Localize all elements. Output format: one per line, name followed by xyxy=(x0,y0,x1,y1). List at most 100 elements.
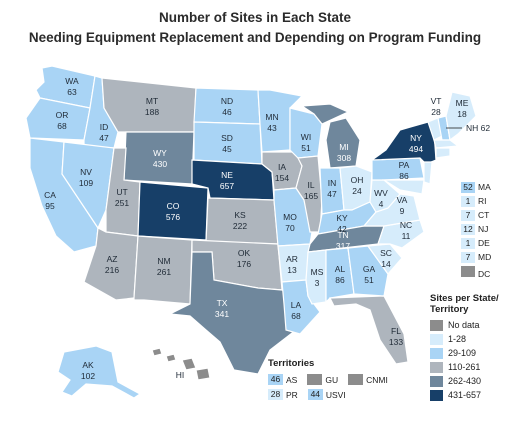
state-nj xyxy=(423,161,433,185)
state-ma xyxy=(433,139,460,149)
legend-swatch xyxy=(430,361,443,373)
state-wy xyxy=(123,131,195,185)
legend-label: 110-261 xyxy=(448,362,481,372)
state-ct xyxy=(435,147,451,159)
label-sd-value: 45 xyxy=(222,144,232,154)
territory-cnmi: CNMI xyxy=(348,374,388,385)
label-il-abbr: IL xyxy=(307,180,314,190)
legend-swatch xyxy=(430,319,443,331)
legend-item: 110-261 xyxy=(430,360,510,374)
label-ak-abbr: AK xyxy=(82,360,94,370)
label-wa-abbr: WA xyxy=(65,76,79,86)
label-nd-abbr: ND xyxy=(221,96,233,106)
legend-item: 29-109 xyxy=(430,346,510,360)
label-ar-value: 13 xyxy=(287,265,297,275)
small-state-abbr: DC xyxy=(478,269,491,279)
small-state-de: 1 DE xyxy=(461,238,490,251)
state-nd xyxy=(193,87,261,125)
state-hi-2 xyxy=(181,357,197,371)
territory-value: 44 xyxy=(307,389,323,400)
label-sc-abbr: SC xyxy=(380,248,392,258)
legend-label: 1-28 xyxy=(448,334,467,344)
small-state-value: 7 xyxy=(461,252,475,263)
small-state-ri: 1 RI xyxy=(461,196,487,209)
label-ar-abbr: AR xyxy=(286,254,298,264)
label-mi-value: 308 xyxy=(337,153,351,163)
label-ms-value: 3 xyxy=(315,278,320,288)
state-hi-4 xyxy=(151,347,163,357)
territory-gu: GU xyxy=(307,374,338,385)
label-az-abbr: AZ xyxy=(107,254,118,264)
state-fl xyxy=(329,295,409,365)
small-state-value: 52 xyxy=(461,182,475,193)
label-vt-value: 28 xyxy=(431,107,441,117)
legend-swatch xyxy=(430,375,443,387)
label-in-value: 47 xyxy=(327,189,337,199)
label-va-value: 9 xyxy=(400,206,405,216)
label-me-abbr: ME xyxy=(456,98,469,108)
label-il-value: 165 xyxy=(304,191,318,201)
label-mn-value: 43 xyxy=(267,123,277,133)
legend-title: Sites per State/ Territory xyxy=(430,293,499,315)
label-ga-abbr: GA xyxy=(363,264,376,274)
state-ga xyxy=(347,245,389,297)
map-title-line-1: Number of Sites in Each State xyxy=(158,10,352,25)
label-mo-value: 70 xyxy=(285,223,295,233)
territory-value: 28 xyxy=(268,389,283,400)
label-mt-abbr: MT xyxy=(146,96,158,106)
state-sd xyxy=(193,121,263,165)
territory-abbr: PR xyxy=(286,389,298,400)
label-ca-abbr: CA xyxy=(44,190,56,200)
territory-as: 46 AS xyxy=(268,374,297,385)
label-nd-value: 46 xyxy=(222,107,232,117)
legend-swatch xyxy=(430,389,443,401)
label-ak-value: 102 xyxy=(81,371,95,381)
label-ks-value: 222 xyxy=(233,221,247,231)
state-co xyxy=(137,181,209,241)
label-wi-abbr: WI xyxy=(301,132,311,142)
small-state-ma: 52 MA xyxy=(461,182,491,195)
label-tx-value: 341 xyxy=(215,309,229,319)
label-ks-abbr: KS xyxy=(234,210,246,220)
label-mo-abbr: MO xyxy=(283,212,297,222)
label-tn-abbr: TN xyxy=(337,230,348,240)
label-or-abbr: OR xyxy=(56,110,69,120)
label-pa-value: 86 xyxy=(399,171,409,181)
state-tx xyxy=(167,251,297,375)
territory-value xyxy=(348,374,364,385)
territory-usvi: 44 USVI xyxy=(307,389,346,400)
label-co-abbr: CO xyxy=(167,201,180,211)
label-tx-abbr: TX xyxy=(217,298,228,308)
small-state-value xyxy=(461,266,475,277)
label-tn-value: 317 xyxy=(336,241,350,251)
label-la-abbr: LA xyxy=(291,300,302,310)
label-or-value: 68 xyxy=(57,121,67,131)
label-oh-abbr: OH xyxy=(351,175,364,185)
label-fl-abbr: FL xyxy=(391,326,401,336)
territory-value: 46 xyxy=(268,374,283,385)
label-pa-abbr: PA xyxy=(399,160,410,170)
label-ia-value: 154 xyxy=(275,173,289,183)
label-ut-value: 251 xyxy=(115,198,129,208)
label-al-value: 86 xyxy=(335,275,345,285)
label-sc-value: 14 xyxy=(381,259,391,269)
label-in-abbr: IN xyxy=(328,178,337,188)
label-al-abbr: AL xyxy=(335,264,346,274)
label-ne-value: 657 xyxy=(220,181,234,191)
label-wy-value: 430 xyxy=(153,159,167,169)
small-state-value: 7 xyxy=(461,210,475,221)
small-state-value: 1 xyxy=(461,196,475,207)
label-nc-abbr: NC xyxy=(400,220,412,230)
label-nv-value: 109 xyxy=(79,178,93,188)
label-mt-value: 188 xyxy=(145,107,159,117)
territory-abbr: GU xyxy=(325,374,339,385)
state-hi-3 xyxy=(195,367,211,381)
label-ms-abbr: MS xyxy=(311,267,324,277)
legend-item: No data xyxy=(430,318,510,332)
label-oh-value: 24 xyxy=(352,186,362,196)
label-vt-abbr: VT xyxy=(431,96,442,106)
label-ky-abbr: KY xyxy=(336,213,348,223)
legend-label: No data xyxy=(448,320,480,330)
label-va-abbr: VA xyxy=(397,195,408,205)
